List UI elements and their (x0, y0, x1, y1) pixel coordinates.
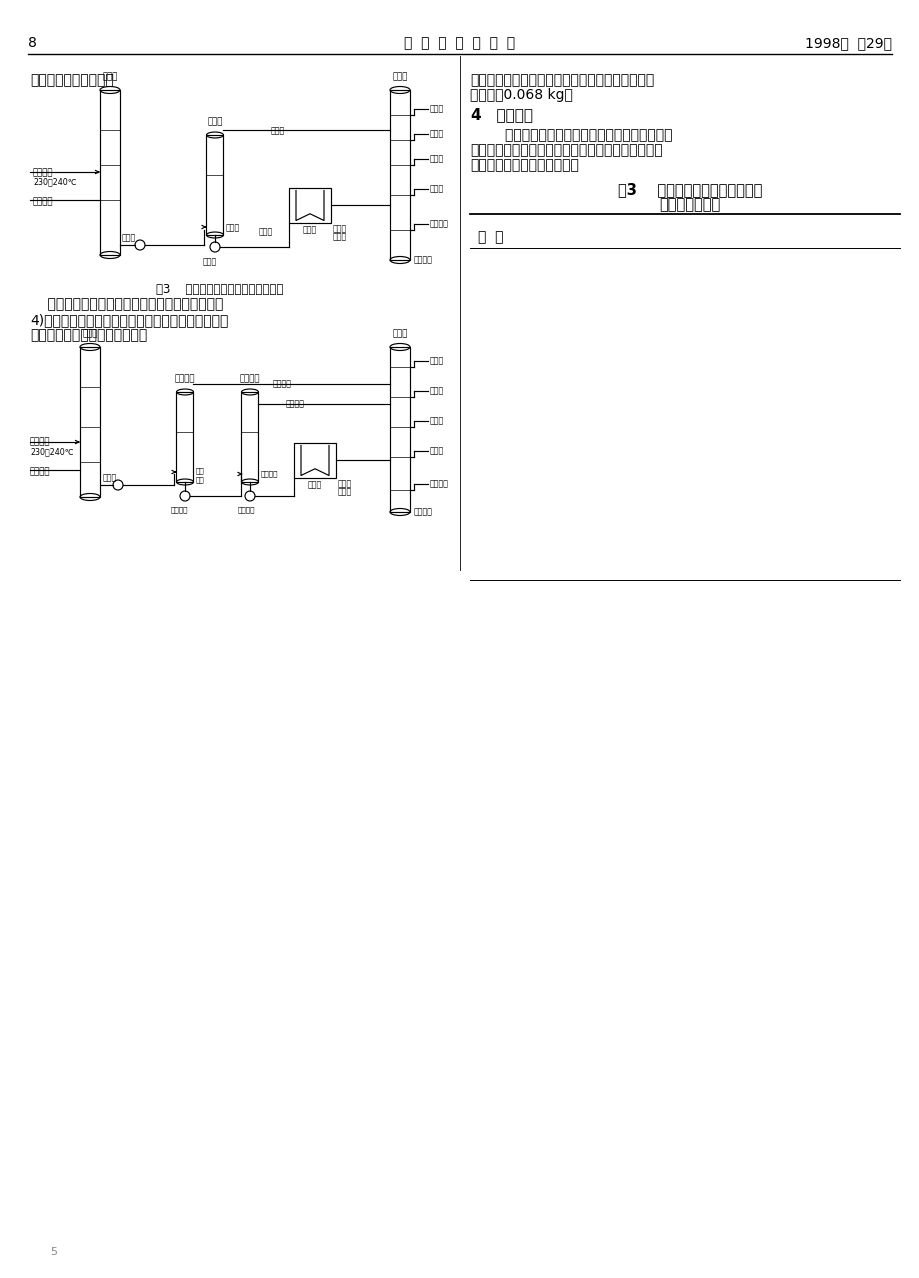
Text: 汽提蒸汽: 汽提蒸汽 (33, 197, 53, 206)
Text: 常三线: 常三线 (429, 155, 444, 164)
Text: 较为复杂，使用时应慎重考虑。: 较为复杂，使用时应慎重考虑。 (30, 328, 147, 343)
Text: 闪底油: 闪底油 (225, 222, 240, 233)
Text: 的气相负荷降低，因此每吞原油可降低能耗约合标: 的气相负荷降低，因此每吞原油可降低能耗约合标 (470, 73, 653, 87)
Text: 图3    初馏塔２一段闪蔨２常压塔方案: 图3 初馏塔２一段闪蔨２常压塔方案 (156, 282, 283, 296)
Text: 8: 8 (28, 36, 37, 50)
Text: 预闪蒸气: 预闪蒸气 (272, 380, 291, 389)
Text: 表3    几种国外原油和胜利原油中: 表3 几种国外原油和胜利原油中 (618, 181, 761, 197)
Text: 闪蒸气: 闪蒸气 (270, 127, 285, 135)
Text: 常一线: 常一线 (429, 357, 444, 366)
Text: 常四线: 常四线 (429, 184, 444, 193)
Text: 5: 5 (50, 1247, 57, 1258)
Text: 行充分的回收是十分必要的。: 行充分的回收是十分必要的。 (470, 158, 578, 173)
Text: 再闪蒸气: 再闪蒸气 (285, 399, 304, 408)
Bar (176, 392, 193, 482)
Text: 燃料油: 燃料油 (333, 225, 346, 234)
Text: 230～240℃: 230～240℃ (30, 447, 74, 456)
Text: 初底油: 初底油 (103, 473, 117, 482)
Text: 常压炉: 常压炉 (302, 225, 317, 234)
Text: 230～240℃: 230～240℃ (33, 176, 76, 187)
Text: 很多，因此，在大规模加工国外原油时，对其轻烃进: 很多，因此，在大规模加工国外原油时，对其轻烃进 (470, 143, 662, 157)
Bar (206, 135, 223, 235)
Text: 1998年  第29卷: 1998年 第29卷 (804, 36, 891, 50)
Text: 常二线: 常二线 (429, 129, 444, 138)
Text: 再闪底泵: 再闪底泵 (238, 506, 255, 512)
Text: 燃料油: 燃料油 (337, 479, 352, 488)
Bar (80, 348, 100, 497)
Bar (289, 188, 331, 222)
Text: 4)。该方案兼有方案二及方案三的优缺点，由于流程: 4)。该方案兼有方案二及方案三的优缺点，由于流程 (30, 313, 228, 327)
Text: 再闪底油: 再闪底油 (260, 470, 278, 477)
Text: 汽提蒸汽: 汽提蒸汽 (414, 507, 433, 516)
Text: 准燃料油0.068 kg。: 准燃料油0.068 kg。 (470, 88, 573, 102)
Text: 轻烃回收: 轻烃回收 (485, 109, 532, 123)
Text: 常三线: 常三线 (429, 417, 444, 426)
Text: 由于国外轻质原油中轻烃含量比国内原油高出: 由于国外轻质原油中轻烃含量比国内原油高出 (470, 128, 672, 142)
Text: 初馏塔: 初馏塔 (102, 72, 118, 81)
Text: 4: 4 (470, 109, 480, 123)
Text: 闪蒸塔: 闪蒸塔 (207, 118, 222, 127)
Text: 常一线: 常一线 (429, 105, 444, 114)
Text: 常四线: 常四线 (429, 446, 444, 455)
Bar (241, 392, 258, 482)
Text: 常压塔: 常压塔 (391, 72, 407, 81)
Text: 脱后原油: 脱后原油 (30, 437, 51, 446)
Text: 初馏塔: 初馏塔 (82, 328, 97, 337)
Text: 常二线: 常二线 (429, 386, 444, 395)
Text: 闪底气: 闪底气 (259, 227, 273, 236)
Text: 预闪: 预闪 (196, 466, 204, 474)
Text: 初馏塔的老装置改造。: 初馏塔的老装置改造。 (30, 73, 114, 87)
Text: 再闪蒸塔: 再闪蒸塔 (240, 374, 260, 383)
Text: 燃料气: 燃料气 (337, 487, 352, 496)
Text: 汽提蒸汽: 汽提蒸汽 (429, 479, 448, 488)
Bar (390, 89, 410, 259)
Text: 预闪蒸塔: 预闪蒸塔 (175, 374, 195, 383)
Bar (294, 442, 335, 478)
Text: 轻烃含量的比拟: 轻烃含量的比拟 (659, 197, 720, 212)
Text: 燃料气: 燃料气 (333, 233, 346, 242)
Text: 汽提蒸汽: 汽提蒸汽 (30, 466, 51, 475)
Text: 预闪底泵: 预闪底泵 (171, 506, 188, 512)
Text: 脱后原油: 脱后原油 (33, 167, 53, 176)
Text: 汽提蒸汽: 汽提蒸汽 (414, 256, 433, 265)
Text: 汽提蒸汽: 汽提蒸汽 (429, 220, 448, 229)
Text: 石  油  炼  制  与  化  工: 石 油 炼 制 与 化 工 (404, 36, 515, 50)
Text: 常压炉: 常压炉 (308, 481, 322, 489)
Text: 闪底泵: 闪底泵 (203, 257, 217, 266)
Bar (100, 89, 119, 256)
Bar (390, 348, 410, 512)
Text: 常压塔: 常压塔 (391, 328, 407, 337)
Text: 底油: 底油 (196, 475, 204, 483)
Text: 方案四，初馏塔２二段闪蔨２常压塔方案（见图: 方案四，初馏塔２二段闪蔨２常压塔方案（见图 (30, 296, 223, 311)
Text: 初底油: 初底油 (122, 233, 136, 242)
Text: 原  油: 原 油 (478, 230, 503, 244)
